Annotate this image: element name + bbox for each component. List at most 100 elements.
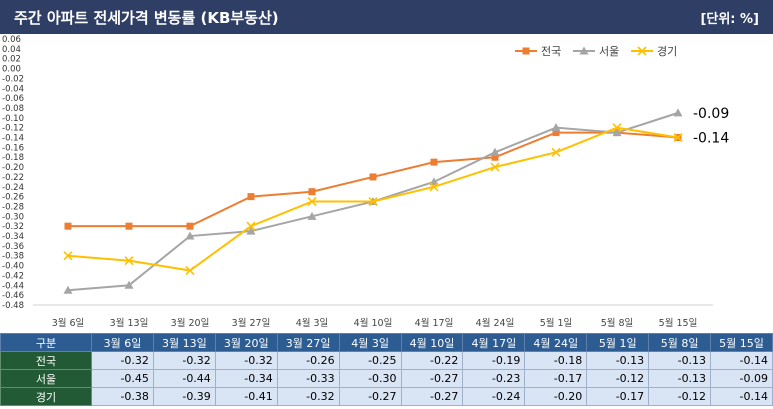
- chart-title: 주간 아파트 전세가격 변동률 (KB부동산): [14, 9, 279, 27]
- marker-triangle: [551, 123, 561, 132]
- table-cell: -0.12: [648, 387, 712, 406]
- marker-x: [185, 265, 195, 276]
- y-tick-label: -0.10: [2, 114, 24, 124]
- marker-triangle: [429, 177, 439, 186]
- table-cell: -0.17: [524, 369, 588, 388]
- table-header-cell: 4월 3일: [338, 333, 402, 352]
- y-tick-label: -0.04: [2, 84, 24, 94]
- marker-square: [491, 153, 499, 161]
- table-cell: -0.19: [462, 351, 526, 370]
- y-tick-label: 0.06: [2, 35, 21, 45]
- marker-x: [124, 256, 134, 266]
- y-tick-label: -0.26: [2, 193, 24, 203]
- table-cell: -0.41: [214, 387, 278, 406]
- marker-x: [673, 132, 683, 143]
- marker-triangle: [63, 285, 73, 294]
- table-row: 서울 -0.45 -0.44 -0.34 -0.33 -0.30 -0.27 -0.23 -0.…: [0, 369, 773, 388]
- x-tick-label: 5월 1일: [540, 317, 573, 329]
- table-cell: -0.12: [586, 369, 650, 388]
- y-tick-label: -0.46: [2, 291, 24, 301]
- marker-x: [246, 221, 256, 231]
- table-cell: -0.13: [586, 351, 650, 370]
- data-table: 구분 3월 6일 3월 13일 3월 20일 3월 27일 4월 3일 4월 10일 4월 1…: [0, 333, 773, 406]
- table-header-cell: 3월 27일: [276, 333, 340, 352]
- table-cell: -0.30: [338, 369, 402, 388]
- y-tick-label: -0.14: [2, 134, 24, 144]
- table-cell: -0.38: [91, 387, 154, 406]
- table-cell: -0.09: [710, 369, 773, 388]
- y-tick-label: -0.42: [2, 271, 24, 281]
- table-cell: -0.44: [152, 369, 216, 388]
- marker-square: [247, 193, 255, 201]
- table-header-row: 구분 3월 6일 3월 13일 3월 20일 3월 27일 4월 3일 4월 10일 4월 1…: [0, 333, 773, 352]
- y-tick-label: -0.32: [2, 222, 24, 232]
- table-header-cell: 4월 17일: [462, 333, 526, 352]
- table-cell: -0.22: [400, 351, 464, 370]
- y-tick-label: -0.28: [2, 202, 24, 212]
- x-tick-label: 5월 15일: [659, 317, 698, 329]
- table-cell: -0.34: [214, 369, 278, 388]
- table-header-cell: 3월 6일: [91, 333, 154, 352]
- table-cell: -0.33: [276, 369, 340, 388]
- x-tick-label: 4월 17일: [415, 317, 454, 329]
- table-cell: -0.17: [586, 387, 650, 406]
- y-tick-label: -0.38: [2, 252, 24, 262]
- y-tick-label: 0.00: [2, 65, 21, 75]
- marker-triangle: [579, 46, 589, 55]
- legend-label: 전국: [541, 45, 561, 58]
- table-row: 경기 -0.38 -0.39 -0.41 -0.32 -0.27 -0.27 -0.24 -0.…: [0, 387, 773, 406]
- marker-triangle: [612, 128, 622, 137]
- y-tick-label: -0.48: [2, 301, 24, 311]
- table-cell: -0.14: [710, 387, 773, 406]
- table-cell: -0.25: [338, 351, 402, 370]
- marker-square: [64, 222, 72, 230]
- table-cell: -0.27: [400, 387, 464, 406]
- table-cell: -0.27: [338, 387, 402, 406]
- y-tick-label: -0.36: [2, 242, 24, 252]
- marker-square: [308, 188, 316, 196]
- y-tick-label: -0.06: [2, 94, 24, 104]
- marker-square: [522, 47, 530, 55]
- unit-label: [단위: %]: [700, 12, 759, 27]
- table-cell: -0.45: [91, 369, 154, 388]
- y-tick-label: -0.12: [2, 124, 24, 134]
- marker-square: [430, 158, 438, 166]
- table-cell: -0.26: [276, 351, 340, 370]
- y-tick-label: -0.08: [2, 104, 24, 114]
- table-row-label: 전국: [0, 351, 92, 370]
- end-value-label: -0.14: [693, 131, 729, 147]
- marker-x: [551, 147, 561, 157]
- legend-label: 서울: [599, 45, 619, 58]
- table-header-cell: 5월 15일: [710, 333, 773, 352]
- marker-x: [368, 196, 378, 207]
- marker-square: [369, 173, 377, 181]
- y-tick-label: -0.24: [2, 183, 24, 193]
- y-tick-label: -0.16: [2, 143, 24, 153]
- table-header-cell: 3월 20일: [214, 333, 278, 352]
- table-row: 전국 -0.32 -0.32 -0.32 -0.26 -0.25 -0.22 -0.19 -0.…: [0, 351, 773, 370]
- legend-label: 경기: [657, 45, 677, 58]
- table-cell: -0.39: [152, 387, 216, 406]
- y-tick-label: -0.20: [2, 163, 24, 173]
- table-cell: -0.20: [524, 387, 588, 406]
- table-cell: -0.32: [91, 351, 154, 370]
- y-tick-label: -0.02: [2, 74, 24, 84]
- y-tick-label: -0.18: [2, 153, 24, 163]
- line-chart: 0.060.040.020.00-0.02-0.04-0.06-0.08-0.1…: [2, 35, 729, 329]
- marker-triangle: [124, 280, 134, 289]
- table-header-cell: 4월 10일: [400, 333, 464, 352]
- y-tick-label: -0.22: [2, 173, 24, 183]
- y-tick-label: -0.30: [2, 212, 24, 222]
- marker-x: [429, 182, 439, 192]
- table-cell: -0.18: [524, 351, 588, 370]
- marker-x: [490, 162, 500, 172]
- table-cell: -0.32: [276, 387, 340, 406]
- marker-triangle: [673, 108, 683, 117]
- x-tick-label: 5월 8일: [601, 317, 634, 329]
- y-tick-label: -0.40: [2, 262, 24, 272]
- table-header-cell: 4월 24일: [524, 333, 588, 352]
- y-tick-label: 0.02: [2, 55, 21, 65]
- x-tick-label: 3월 13일: [110, 317, 149, 329]
- table-row-label: 경기: [0, 387, 92, 406]
- table-cell: -0.14: [710, 351, 773, 370]
